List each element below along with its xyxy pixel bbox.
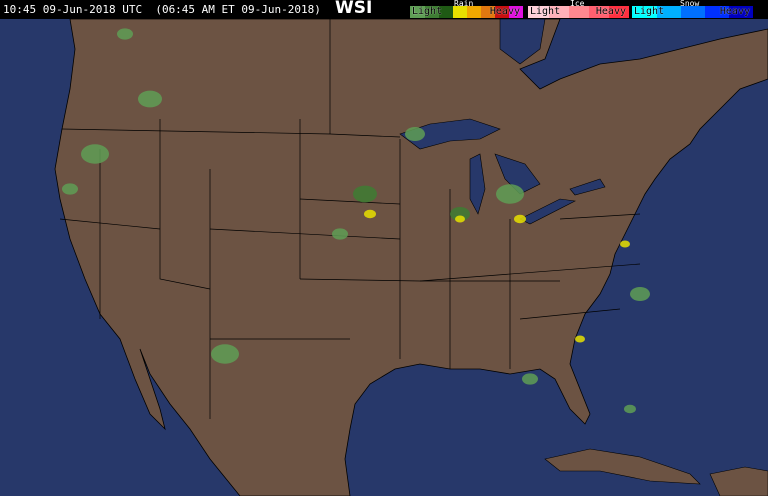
great-lakes <box>399 19 606 225</box>
lake-erie <box>519 198 576 225</box>
legend-rain: Rain Light Heavy <box>410 0 523 19</box>
radar-echo <box>117 28 133 40</box>
radar-echo <box>575 335 585 343</box>
radar-echo <box>624 404 636 414</box>
legend-snow-swatch <box>728 6 753 18</box>
radar-echo <box>450 207 470 221</box>
legend-ice-light: Light <box>530 6 561 17</box>
legend-snow-swatch <box>632 6 657 18</box>
legend-ice-title: Ice <box>570 0 585 8</box>
legend-rain-swatch <box>452 6 467 18</box>
legend-rain-heavy: Heavy <box>489 6 520 17</box>
legend-ice-heavy: Heavy <box>595 6 626 17</box>
legend-rain-swatch <box>494 6 509 18</box>
lake-huron <box>494 153 541 195</box>
cuba <box>544 448 701 485</box>
precipitation-legend: Rain Light Heavy Ice Light Heavy Snow Ligh… <box>410 0 760 19</box>
radar-echo <box>62 183 78 195</box>
legend-ice: Ice Light Heavy <box>528 0 629 19</box>
legend-ice-swatch <box>608 6 629 18</box>
hispaniola <box>709 466 768 496</box>
legend-ice-swatch <box>588 6 609 18</box>
legend-ice-swatch <box>548 6 569 18</box>
radar-echo <box>211 344 239 364</box>
legend-snow-swatch <box>656 6 681 18</box>
legend-snow: Snow Light Heavy <box>632 0 753 19</box>
legend-snow-swatch <box>704 6 729 18</box>
radar-echoes <box>62 28 650 414</box>
radar-echo <box>620 240 630 248</box>
radar-echo <box>138 90 162 108</box>
legend-rain-light: Light <box>412 6 443 17</box>
legend-ice-swatch <box>528 6 549 18</box>
legend-snow-swatch <box>680 6 705 18</box>
radar-map <box>0 19 768 496</box>
hudson-bay-edge <box>499 19 546 65</box>
radar-echo <box>405 127 425 141</box>
legend-snow-light: Light <box>634 6 665 17</box>
radar-echo <box>455 215 465 223</box>
radar-echo <box>514 214 526 224</box>
radar-echo <box>522 373 538 385</box>
header-bar: 10:45 09-Jun-2018 UTC (06:45 AM ET 09-Ju… <box>0 0 768 19</box>
timestamp: 10:45 09-Jun-2018 UTC (06:45 AM ET 09-Ju… <box>3 3 321 16</box>
legend-snow-heavy: Heavy <box>719 6 750 17</box>
radar-echo <box>332 228 348 240</box>
radar-echo <box>81 144 109 164</box>
legend-snow-title: Snow <box>680 0 700 8</box>
legend-rain-swatch <box>438 6 453 18</box>
lake-superior <box>399 118 501 150</box>
legend-rain-swatch <box>466 6 481 18</box>
state-borders <box>59 19 641 419</box>
radar-echo <box>496 184 524 204</box>
wsi-logo: WSI <box>335 0 373 18</box>
legend-rain-swatch <box>424 6 439 18</box>
radar-echo <box>353 185 377 203</box>
legend-rain-swatch <box>410 6 425 18</box>
legend-rain-swatch <box>480 6 495 18</box>
legend-rain-swatch <box>508 6 523 18</box>
lake-ontario <box>569 178 606 196</box>
radar-echo <box>630 287 650 301</box>
legend-ice-swatch <box>568 6 589 18</box>
lake-michigan <box>469 153 486 215</box>
north-america-land <box>54 19 768 496</box>
legend-rain-title: Rain <box>454 0 474 8</box>
radar-echo <box>364 209 376 219</box>
